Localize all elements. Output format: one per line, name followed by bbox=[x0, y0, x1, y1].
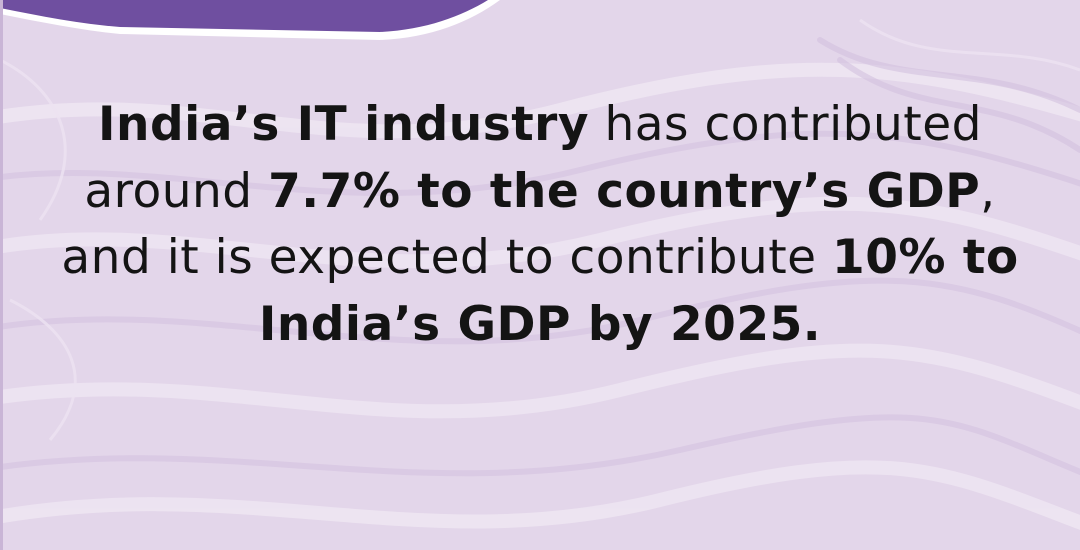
left-border bbox=[0, 0, 3, 550]
fact-regular-text-1: has contributed around bbox=[84, 97, 982, 219]
top-banner-shape bbox=[0, 0, 500, 40]
fact-bold-current-share: 7.7% to the country’s GDP bbox=[268, 163, 981, 219]
fact-statement: India’s IT industry has contributed arou… bbox=[40, 92, 1040, 358]
fact-regular-text-2: , and it is expected to contribute bbox=[61, 163, 996, 286]
fact-bold-projected-share: 10% to India’s GDP by 2025. bbox=[258, 230, 1019, 352]
fact-bold-subject: India’s IT industry bbox=[98, 97, 589, 152]
